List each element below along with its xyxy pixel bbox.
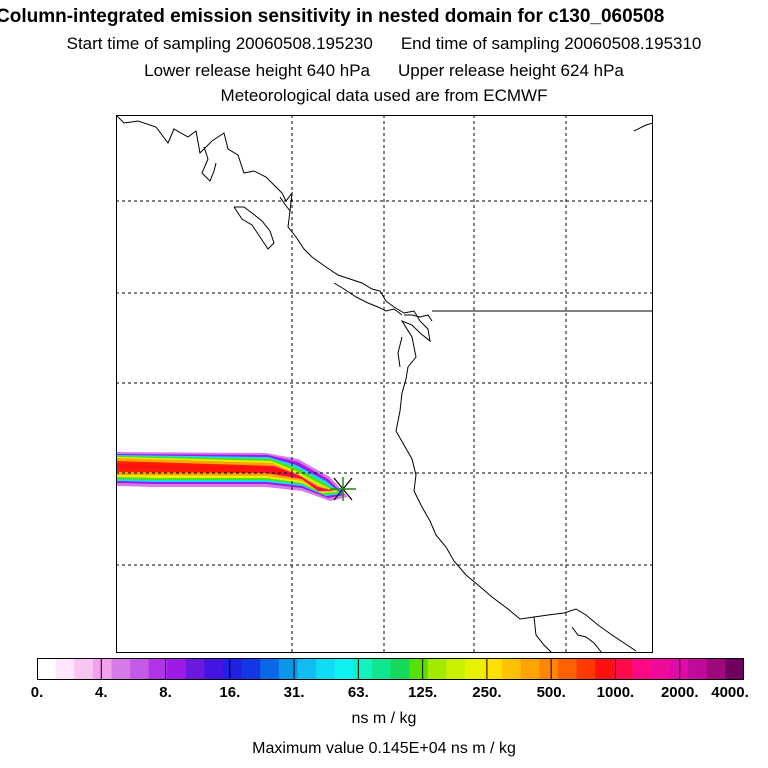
colorbar-swatch [613, 658, 633, 680]
start-sampling-text: Start time of sampling 20060508.195230 [66, 34, 373, 53]
colorbar-swatch [204, 658, 224, 680]
colorbar-swatch [669, 658, 689, 680]
sampling-times: Start time of sampling 20060508.195230 En… [0, 34, 768, 54]
colorbar-tick-label: 125. [408, 684, 438, 701]
plot-title: Column-integrated emission sensitivity i… [0, 6, 665, 27]
colorbar-swatch [632, 658, 652, 680]
colorbar-tick-label: 31. [283, 684, 305, 701]
colorbar-swatch [371, 658, 392, 680]
colorbar-swatch [111, 658, 131, 680]
emission-plume [116, 452, 348, 501]
colorbar-swatch [576, 658, 596, 680]
colorbar-swatch [409, 658, 429, 680]
colorbar-swatch [706, 658, 726, 680]
release-point-marker [330, 477, 356, 501]
colorbar-swatch [278, 658, 299, 680]
colorbar-swatch [464, 658, 485, 680]
colorbar-swatch [390, 658, 410, 680]
colorbar-swatch [148, 658, 168, 680]
coastline [116, 115, 653, 653]
colorbar-swatch [334, 658, 354, 680]
lat-lon-grid [116, 115, 653, 653]
colorbar-swatch [241, 658, 261, 680]
colorbar-swatch [37, 658, 57, 680]
colorbar-swatch [725, 658, 744, 680]
colorbar-swatch [185, 658, 206, 680]
colorbar-tick-label: 8. [159, 684, 172, 701]
colorbar-tick-label: 16. [219, 684, 241, 701]
colorbar-tick-label: 63. [347, 684, 369, 701]
colorbar-swatch [55, 658, 75, 680]
colorbar-tick-label: 1000. [596, 684, 635, 701]
colorbar-swatch [446, 658, 466, 680]
colorbar-swatch [223, 658, 243, 680]
colorbar-swatch [520, 658, 540, 680]
colorbar-swatch [130, 658, 150, 680]
colorbar-tick-label: 2000. [660, 684, 699, 701]
colorbar-tick-label: 4. [95, 684, 108, 701]
colorbar-tick-label: 500. [536, 684, 566, 701]
colorbar-tick-label: 4000. [711, 684, 749, 701]
colorbar-swatch [539, 658, 559, 680]
colorbar-swatch [483, 658, 503, 680]
end-sampling-text: End time of sampling 20060508.195310 [400, 34, 702, 53]
colorbar-swatch [595, 658, 615, 680]
colorbar [37, 658, 744, 680]
colorbar-swatch [92, 658, 113, 680]
lower-release-text: Lower release height 640 hPa [144, 61, 370, 80]
upper-release-text: Upper release height 624 hPa [398, 61, 624, 80]
colorbar-swatch [650, 658, 671, 680]
colorbar-swatch [167, 658, 187, 680]
colorbar-swatch [353, 658, 373, 680]
maximum-value-text: Maximum value 0.145E+04 ns m / kg [252, 740, 516, 757]
map-panel [116, 115, 653, 653]
colorbar-swatch [688, 658, 708, 680]
colorbar-swatch [427, 658, 447, 680]
colorbar-swatch [297, 658, 317, 680]
colorbar-tick-label: 0. [30, 684, 44, 701]
colorbar-swatch [74, 658, 94, 680]
colorbar-swatch [260, 658, 280, 680]
colorbar-frame [37, 658, 744, 680]
colorbar-units: ns m / kg [351, 710, 417, 727]
colorbar-swatch [557, 658, 578, 680]
release-heights: Lower release height 640 hPa Upper releas… [0, 61, 768, 81]
met-data-text: Meteorological data used are from ECMWF [220, 86, 548, 105]
colorbar-tick-label: 250. [472, 684, 502, 701]
colorbar-swatch [502, 658, 522, 680]
colorbar-swatch [316, 658, 336, 680]
